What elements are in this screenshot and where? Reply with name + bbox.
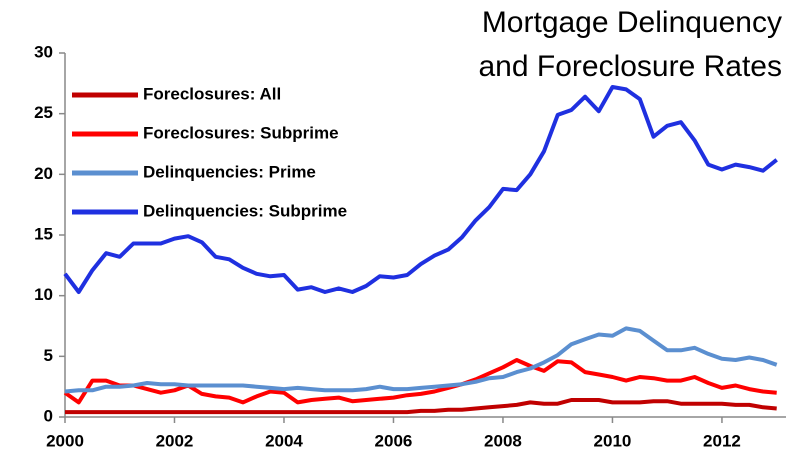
series-line [64,326,778,394]
x-tick-label: 2006 [375,431,413,450]
legend-label: Foreclosures: Subprime [143,123,339,142]
x-tick-label: 2004 [265,431,303,450]
x-tick-label: 2002 [156,431,194,450]
legend-label: Delinquencies: Subprime [143,201,347,220]
y-tick-label: 20 [34,164,53,183]
x-tick-label: 2000 [46,431,84,450]
y-tick-label: 10 [34,285,53,304]
y-tick-label: 5 [44,346,53,365]
series-line [63,85,778,294]
series-line [63,358,777,405]
y-tick-label: 25 [34,103,53,122]
legend-label: Foreclosures: All [143,84,281,103]
y-tick-label: 30 [34,42,53,61]
chart-title: Mortgage Delinquency [482,6,782,39]
series-line [65,398,777,415]
legend-label: Delinquencies: Prime [143,162,316,181]
y-tick-label: 0 [44,406,53,425]
x-tick-label: 2010 [594,431,632,450]
x-tick-label: 2012 [703,431,741,450]
y-tick-label: 15 [34,224,53,243]
chart-title: and Foreclosure Rates [479,50,783,83]
x-tick-label: 2008 [484,431,522,450]
